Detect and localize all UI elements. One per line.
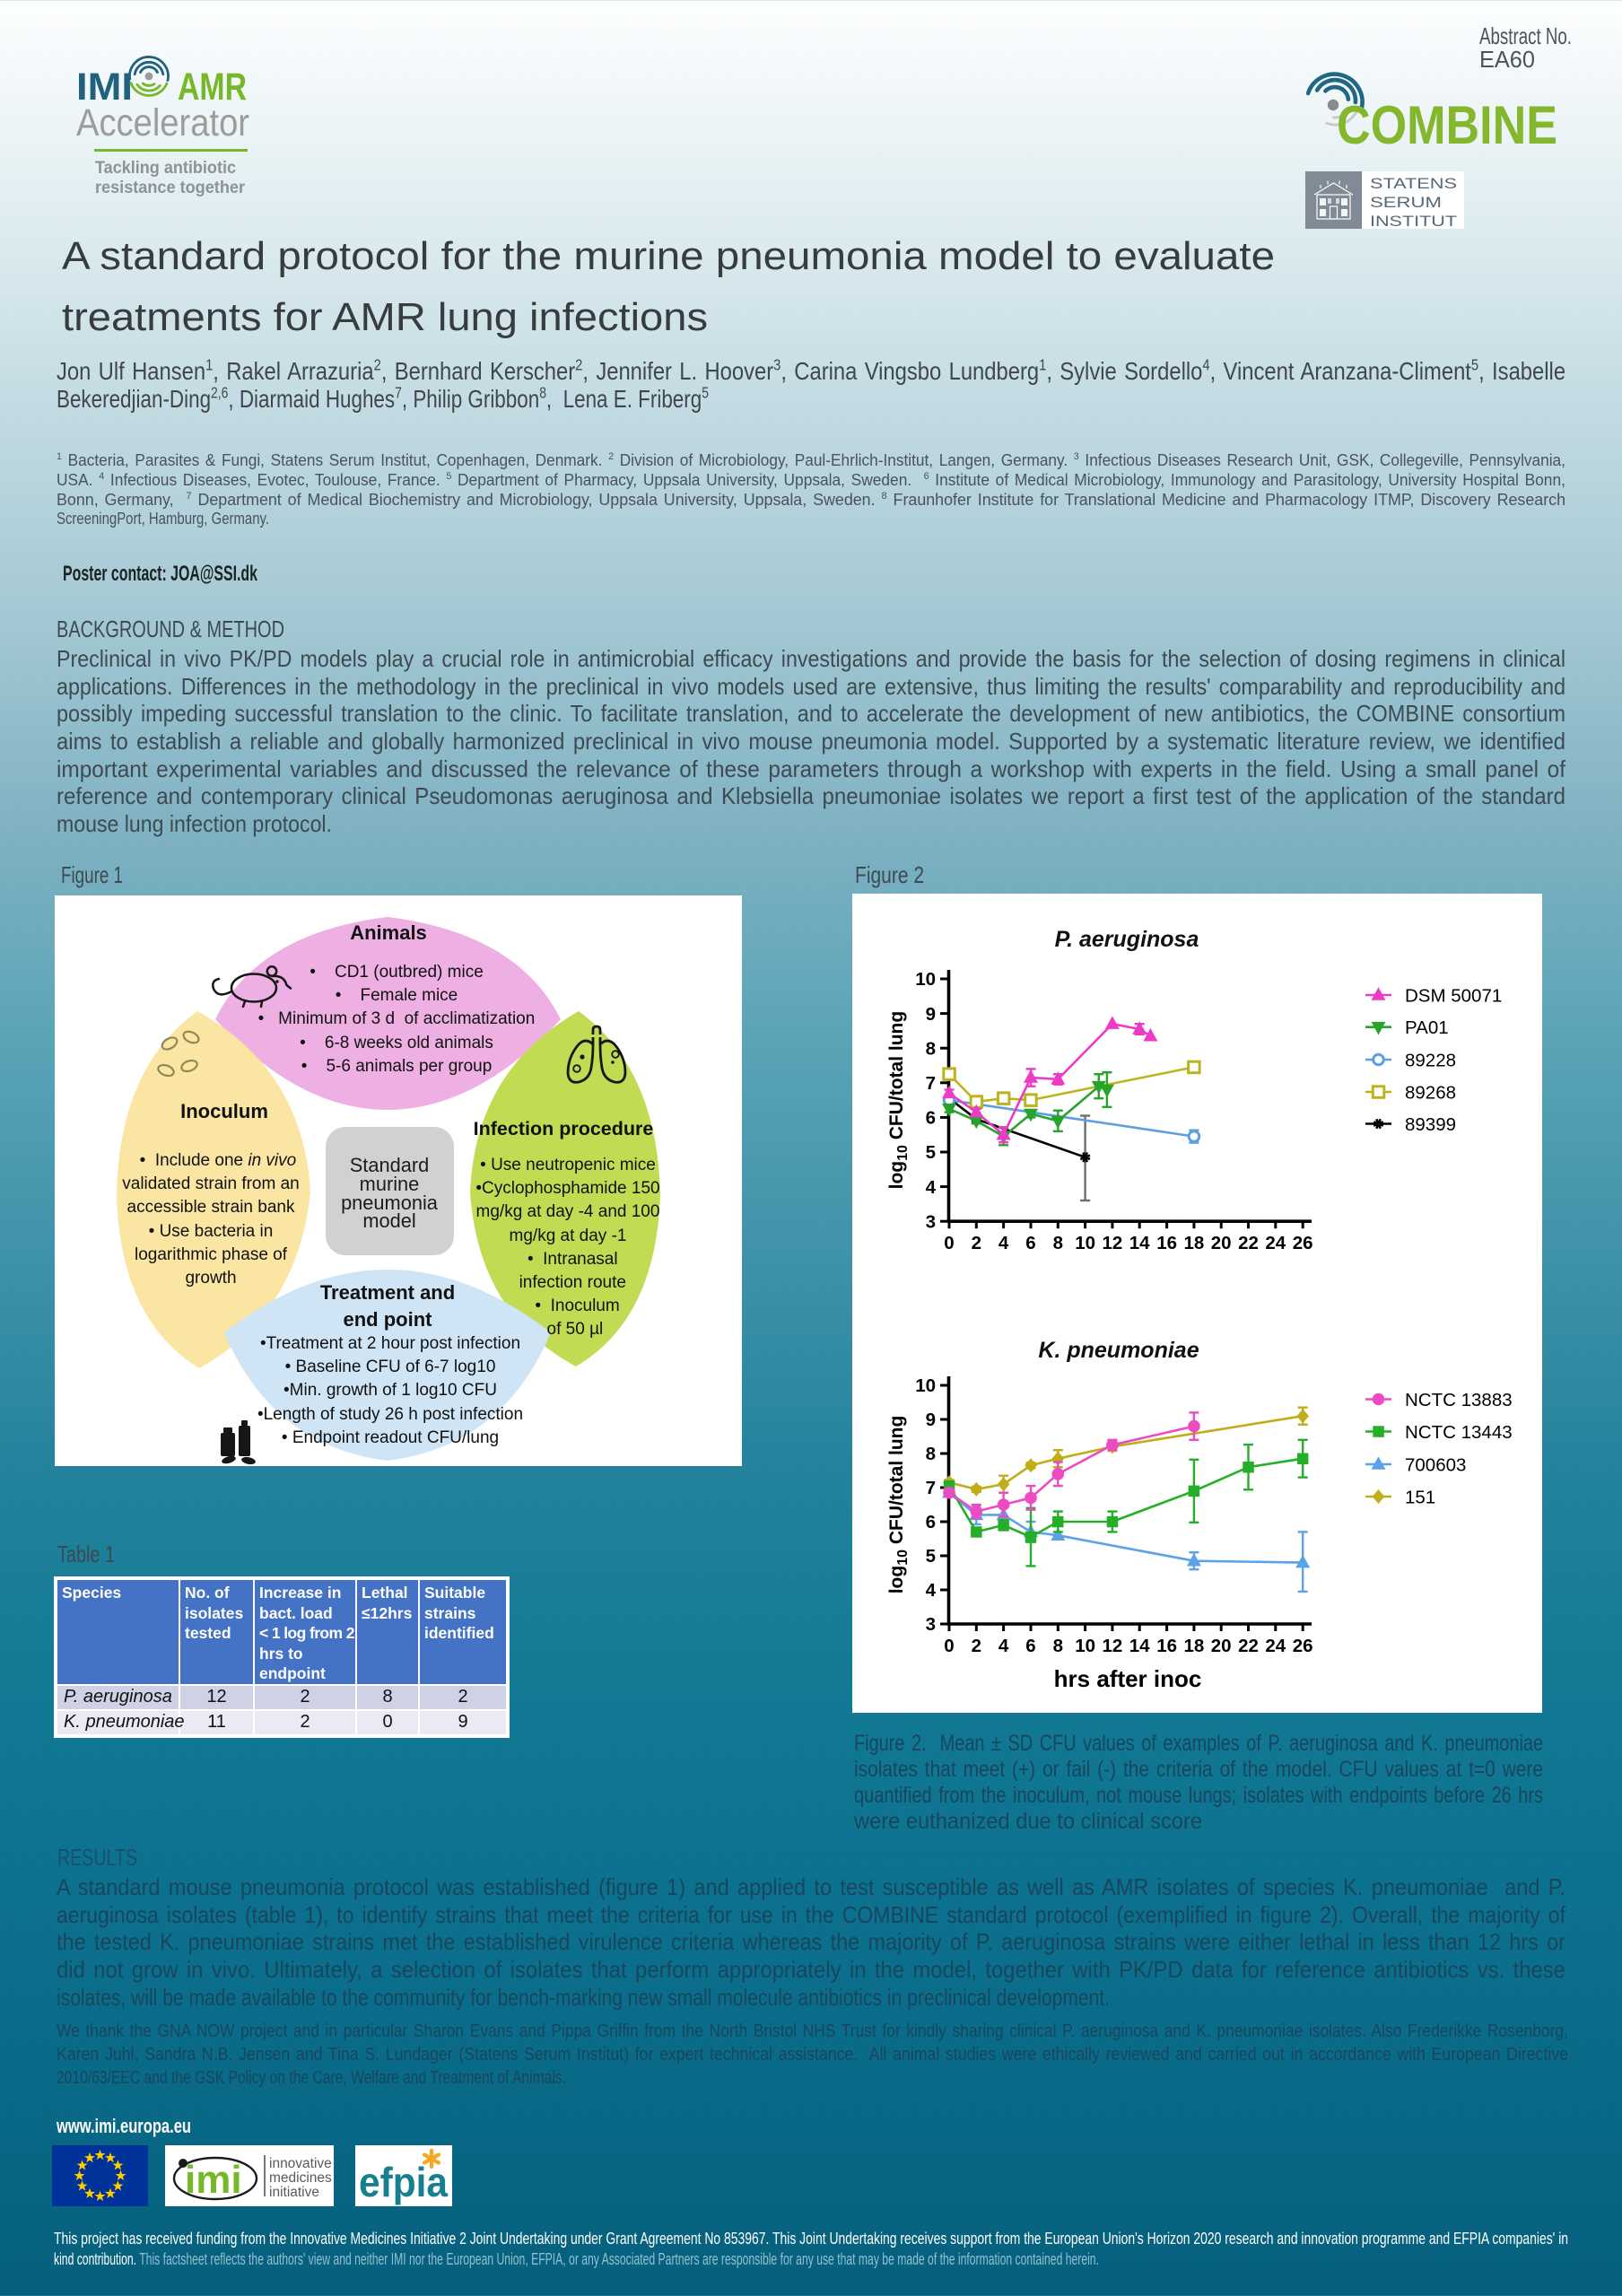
svg-text:K. pneumoniae: K. pneumoniae	[1038, 1338, 1199, 1363]
svg-text:NCTC 13443: NCTC 13443	[1405, 1422, 1513, 1443]
svg-text:0: 0	[944, 1636, 954, 1656]
svg-text:4: 4	[926, 1177, 937, 1198]
svg-text:initiative: initiative	[269, 2185, 319, 2200]
svg-text:700603: 700603	[1405, 1454, 1466, 1475]
svg-text:89228: 89228	[1405, 1050, 1456, 1070]
svg-text:9: 9	[926, 1410, 936, 1430]
svg-text:4: 4	[998, 1233, 1009, 1253]
svg-text:26: 26	[1293, 1233, 1313, 1253]
svg-text:10: 10	[1075, 1233, 1095, 1253]
svg-text:12: 12	[1102, 1233, 1122, 1253]
svg-text:STATENS: STATENS	[1370, 175, 1457, 192]
svg-text:8: 8	[1053, 1233, 1063, 1253]
svg-text:PA01: PA01	[1405, 1017, 1449, 1038]
svg-text:Accelerator: Accelerator	[76, 101, 249, 144]
svg-text:3: 3	[926, 1614, 936, 1635]
svg-text:22: 22	[1238, 1233, 1259, 1253]
svg-text:DSM 50071: DSM 50071	[1405, 985, 1502, 1006]
svg-text:medicines: medicines	[269, 2170, 332, 2186]
svg-text:89399: 89399	[1405, 1114, 1456, 1135]
svg-text:4: 4	[998, 1636, 1009, 1656]
svg-text:10: 10	[1075, 1636, 1095, 1656]
svg-text:P. aeruginosa: P. aeruginosa	[1055, 927, 1199, 952]
svg-text:89268: 89268	[1405, 1082, 1456, 1103]
svg-text:2: 2	[972, 1636, 981, 1656]
svg-text:imi: imi	[185, 2158, 242, 2202]
svg-text:log10 CFU/total lung: log10 CFU/total lung	[886, 1011, 911, 1190]
svg-text:log10 CFU/total lung: log10 CFU/total lung	[886, 1416, 911, 1594]
svg-text:resistance together: resistance together	[95, 179, 246, 197]
svg-text:efpia: efpia	[359, 2159, 448, 2205]
svg-text:20: 20	[1211, 1636, 1232, 1656]
svg-text:5: 5	[926, 1546, 936, 1567]
svg-text:7: 7	[926, 1073, 936, 1094]
svg-text:4: 4	[926, 1580, 937, 1601]
svg-text:Tackling antibiotic: Tackling antibiotic	[95, 159, 236, 178]
svg-text:18: 18	[1183, 1233, 1204, 1253]
svg-text:6: 6	[926, 1512, 936, 1532]
svg-text:IMI: IMI	[76, 65, 133, 109]
svg-text:6: 6	[1025, 1636, 1035, 1656]
svg-text:hrs after inoc: hrs after inoc	[1054, 1665, 1202, 1692]
svg-text:16: 16	[1156, 1233, 1177, 1253]
svg-text:151: 151	[1405, 1487, 1435, 1507]
svg-text:NCTC 13883: NCTC 13883	[1405, 1390, 1513, 1410]
svg-text:14: 14	[1129, 1233, 1150, 1253]
svg-text:3: 3	[926, 1211, 936, 1232]
svg-text:8: 8	[1053, 1636, 1063, 1656]
svg-text:26: 26	[1293, 1636, 1313, 1656]
svg-text:0: 0	[944, 1233, 954, 1253]
svg-text:6: 6	[1025, 1233, 1035, 1253]
svg-text:INSTITUT: INSTITUT	[1370, 213, 1457, 229]
svg-text:innovative: innovative	[269, 2156, 332, 2171]
svg-text:7: 7	[926, 1478, 936, 1498]
svg-text:14: 14	[1129, 1636, 1150, 1656]
svg-text:2: 2	[972, 1233, 981, 1253]
svg-text:9: 9	[926, 1004, 936, 1025]
svg-text:12: 12	[1102, 1636, 1122, 1656]
svg-text:24: 24	[1265, 1233, 1286, 1253]
svg-text:6: 6	[926, 1108, 936, 1129]
svg-text:COMBINE: COMBINE	[1337, 95, 1557, 153]
svg-text:AMR: AMR	[178, 65, 247, 109]
svg-text:5: 5	[926, 1142, 936, 1163]
svg-text:8: 8	[926, 1038, 936, 1059]
svg-text:10: 10	[915, 969, 936, 990]
svg-text:8: 8	[926, 1444, 936, 1464]
svg-text:22: 22	[1238, 1636, 1259, 1656]
svg-text:10: 10	[915, 1375, 936, 1396]
svg-text:18: 18	[1183, 1636, 1204, 1656]
svg-text:20: 20	[1211, 1233, 1232, 1253]
svg-text:16: 16	[1156, 1636, 1177, 1656]
svg-text:SERUM: SERUM	[1370, 194, 1442, 211]
svg-text:24: 24	[1265, 1636, 1286, 1656]
